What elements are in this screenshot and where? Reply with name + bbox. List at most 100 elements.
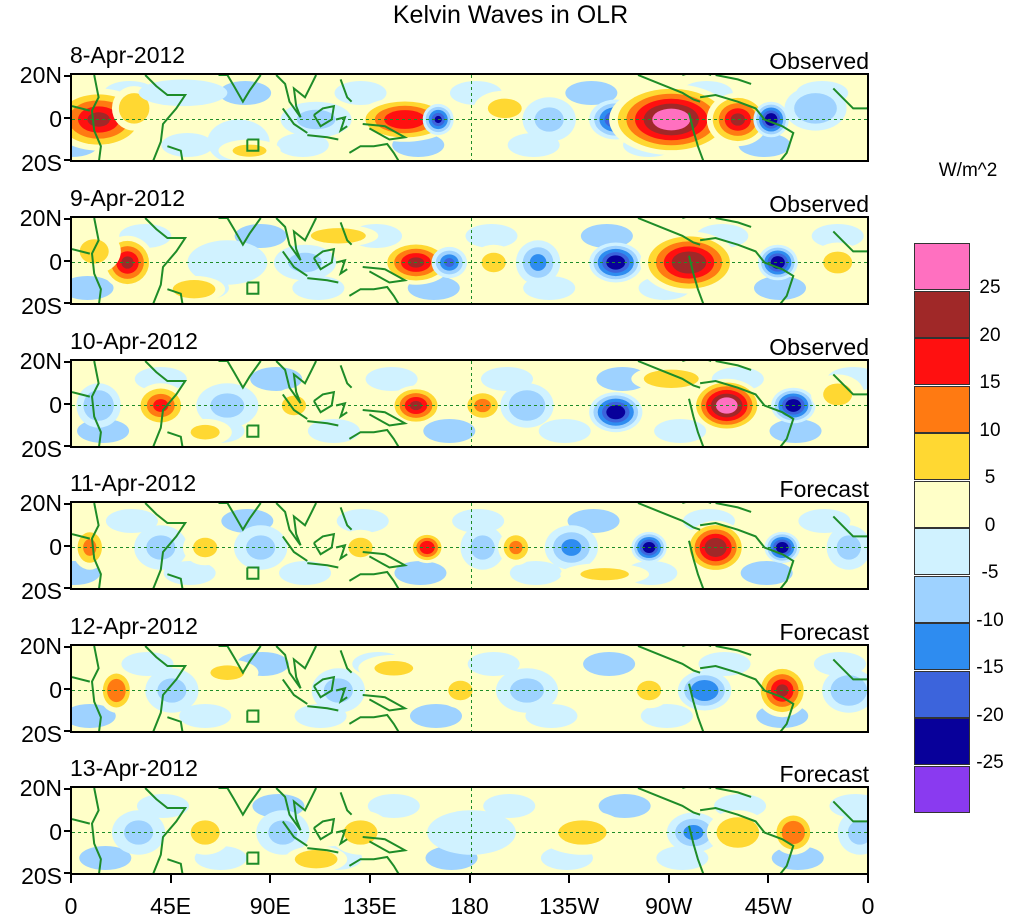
coastline (688, 825, 705, 873)
coastline (281, 393, 308, 420)
coastline (313, 390, 336, 414)
y-tick (64, 646, 70, 648)
coastline (275, 361, 317, 404)
coastline (339, 792, 353, 816)
panel-date: 11-Apr-2012 (70, 470, 197, 496)
negative-anomaly-contour (610, 258, 621, 267)
y-axis-label-north: 20N (19, 490, 62, 516)
coastline (144, 218, 188, 303)
weak-anomaly (583, 652, 636, 676)
y-axis-label-equator: 0 (49, 249, 62, 275)
coastline (688, 112, 705, 160)
panel-date: 12-Apr-2012 (70, 613, 198, 639)
negative-anomaly-contour (210, 393, 245, 418)
negative-anomaly-contour (288, 252, 322, 273)
colorbar-level-label: 10 (979, 419, 1001, 441)
x-tick-label: 0 (64, 893, 78, 919)
olr-anomaly-map (72, 646, 867, 731)
olr-anomaly-map (72, 218, 867, 303)
weak-anomaly (121, 652, 174, 676)
coastline (362, 551, 408, 569)
x-tick (468, 875, 471, 883)
positive-anomaly-contour (726, 824, 750, 841)
coastline (275, 503, 317, 546)
weak-anomaly (654, 419, 707, 443)
positive-anomaly-contour (660, 113, 682, 126)
x-tick-label: 90E (249, 893, 291, 919)
olr-anomaly-map (72, 788, 867, 873)
figure-title: Kelvin Waves in OLR (392, 1, 629, 29)
coastline (313, 104, 336, 128)
colorbar-level-label: -25 (976, 752, 1004, 773)
weak-anomaly (367, 794, 420, 818)
coastline (167, 145, 184, 160)
weak-anomaly (465, 224, 518, 248)
y-tick (64, 445, 70, 447)
y-tick (64, 302, 70, 304)
y-axis-label-north: 20N (19, 205, 62, 231)
coastline (246, 851, 260, 865)
colorbar-swatch (914, 338, 970, 385)
olr-anomaly-map (72, 361, 867, 446)
negative-anomaly-contour (157, 678, 187, 703)
weak-anomaly (483, 794, 536, 818)
coastline (348, 428, 400, 446)
x-tick (368, 875, 371, 883)
coastline (699, 806, 795, 873)
colorbar-swatch (914, 623, 970, 670)
coastline (699, 93, 795, 160)
x-tick-label: 45E (150, 893, 192, 919)
weak-anomaly (538, 419, 591, 443)
weak-anomaly (580, 224, 633, 248)
coastline (90, 361, 102, 446)
x-tick-label: 90W (645, 893, 693, 919)
colorbar-level-label: 0 (984, 514, 996, 536)
coastline (144, 75, 188, 160)
panel-status: Forecast (779, 619, 869, 645)
coastline (275, 75, 317, 118)
coastline (218, 75, 262, 104)
y-tick (64, 403, 70, 405)
coastline (715, 218, 752, 228)
coastline (362, 409, 408, 427)
coastline (281, 250, 308, 277)
y-axis-label-south: 20S (21, 293, 62, 319)
y-axis-label-equator: 0 (49, 392, 62, 418)
coastline (90, 503, 102, 588)
colorbar-swatch (914, 433, 970, 480)
coastline (167, 716, 184, 731)
y-tick (64, 159, 70, 161)
coastline (362, 266, 408, 284)
weak-anomaly (219, 81, 272, 105)
map-panel (70, 501, 869, 590)
colorbar-swatch (914, 670, 970, 718)
coastline (90, 218, 102, 303)
map-panel (70, 216, 869, 305)
coastline (348, 570, 400, 588)
coastline (832, 515, 867, 538)
coastline (90, 646, 102, 731)
weak-anomaly (467, 652, 520, 676)
y-axis-label-equator: 0 (49, 819, 62, 845)
coastline (313, 675, 336, 699)
panel-date: 8-Apr-2012 (70, 42, 186, 68)
weak-anomaly (179, 704, 232, 728)
weak-anomaly (798, 509, 851, 533)
coastline (281, 535, 308, 562)
coastline (335, 401, 348, 420)
positive-anomaly-contour (580, 568, 629, 581)
weak-anomaly (307, 419, 360, 443)
x-tick (568, 875, 571, 883)
x-tick (667, 875, 670, 883)
negative-anomaly-contour (444, 258, 455, 267)
coastline (362, 694, 408, 712)
panel-date: 10-Apr-2012 (70, 328, 198, 354)
coastline (218, 218, 262, 247)
coastline (90, 788, 102, 873)
weak-anomaly (276, 133, 329, 157)
x-tick-label: 180 (450, 893, 489, 919)
coastline (637, 788, 701, 816)
positive-anomaly-contour (304, 854, 328, 865)
panel-date: 9-Apr-2012 (70, 185, 186, 211)
panel-status: Observed (769, 334, 869, 360)
